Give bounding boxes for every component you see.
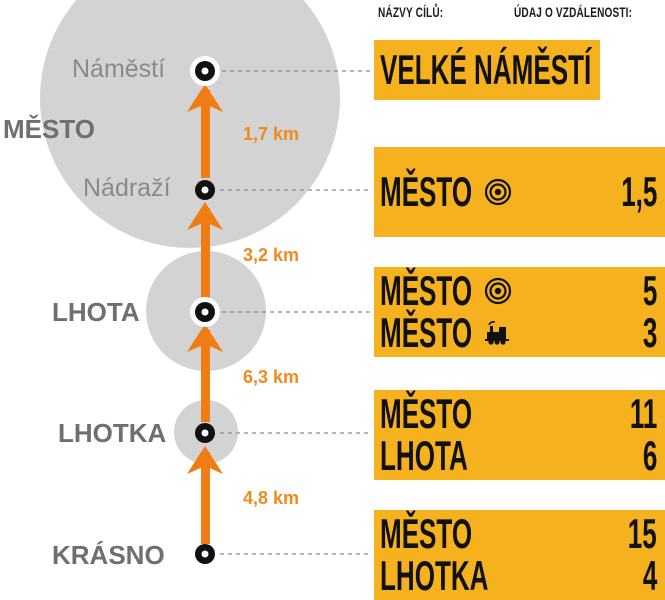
- sign-row-name: MĚSTO: [380, 309, 473, 356]
- route-segment-3: [187, 324, 223, 422]
- sign-row: MĚSTO 5: [380, 268, 657, 314]
- sign-row: MĚSTO 11: [380, 391, 657, 437]
- node-lhotka: [195, 423, 215, 443]
- target-icon: [484, 277, 512, 305]
- sign-row: MĚSTO 1,5: [380, 169, 657, 215]
- sign-velke-namesti: VELKÉ NÁMĚSTÍ: [374, 40, 600, 100]
- sign-row-name: LHOTKA: [380, 552, 489, 599]
- sign-row: LHOTKA 4: [380, 553, 657, 599]
- place-label-lhotka: LHOTKA: [58, 418, 167, 448]
- sign-row-value: 11: [629, 390, 657, 437]
- sign-row: MĚSTO 15: [380, 511, 657, 557]
- sign-row-value: 1,5: [620, 168, 657, 215]
- place-label-mesto: MĚSTO: [3, 114, 95, 144]
- place-label-nadrazi: Nádraží: [83, 174, 171, 202]
- sign-row-name: MĚSTO: [380, 168, 473, 215]
- node-krasno: [195, 544, 215, 564]
- place-label-namesti: Náměstí: [72, 55, 166, 83]
- sign-row: MĚSTO 3: [380, 310, 657, 356]
- sign-row-name: MĚSTO: [380, 510, 473, 557]
- sign-lhotka: MĚSTO 11 LHOTA 6: [374, 390, 665, 480]
- route-segment-4: [187, 446, 223, 544]
- segment-distance-1: 1,7 km: [243, 124, 300, 144]
- segment-distance-4: 4,8 km: [243, 488, 300, 508]
- place-label-krasno: KRÁSNO: [52, 540, 165, 570]
- sign-row-value: 4: [642, 552, 657, 599]
- header-distance: ÚDAJ O VZDÁLENOSTI:: [514, 4, 633, 20]
- node-lhota: [190, 297, 220, 327]
- train-icon: [485, 321, 509, 345]
- sign-row: VELKÉ NÁMĚSTÍ: [380, 47, 592, 93]
- target-icon: [484, 178, 512, 206]
- sign-row-value: 3: [642, 309, 657, 356]
- sign-lhota: MĚSTO 5 MĚSTO 3: [374, 267, 665, 357]
- sign-row-name: MĚSTO: [380, 267, 473, 314]
- sign-row-value: 5: [642, 267, 657, 314]
- sign-krasno: MĚSTO 15 LHOTKA 4: [374, 510, 665, 600]
- sign-row-value: 6: [642, 432, 657, 479]
- route-segment-1: [187, 84, 223, 178]
- segment-distance-2: 3,2 km: [243, 245, 300, 265]
- mesto-area: [40, 0, 340, 248]
- sign-row: LHOTA 6: [380, 433, 657, 479]
- sign-row-value: 15: [628, 510, 657, 557]
- place-label-lhota: LHOTA: [52, 297, 140, 327]
- node-namesti: [190, 56, 220, 86]
- header-names: NÁZVY CÍLŮ:: [378, 4, 444, 20]
- sign-row-name: VELKÉ NÁMĚSTÍ: [380, 46, 592, 93]
- sign-row-name: MĚSTO: [380, 390, 473, 437]
- sign-row-name: LHOTA: [380, 432, 468, 479]
- node-nadrazi: [195, 180, 215, 200]
- sign-nadrazi: MĚSTO 1,5: [374, 147, 665, 237]
- route-segment-2: [187, 202, 223, 300]
- segment-distance-3: 6,3 km: [243, 367, 300, 387]
